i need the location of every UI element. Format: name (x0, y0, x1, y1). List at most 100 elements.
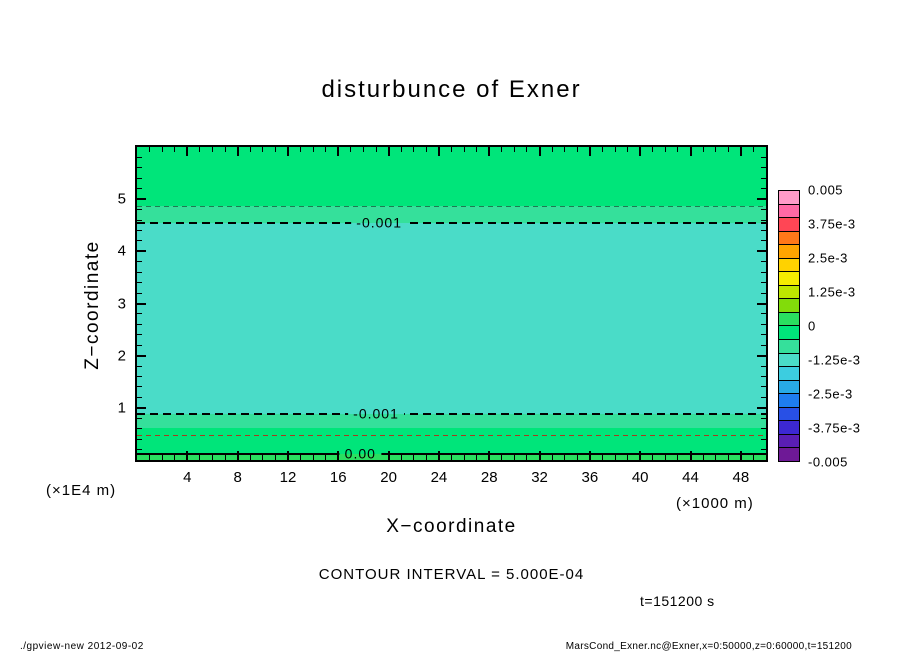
colorbar-segment (779, 298, 799, 312)
axis-tick (137, 354, 146, 357)
axis-tick (761, 219, 766, 221)
axis-tick (337, 451, 340, 460)
axis-tick (337, 147, 340, 156)
contour-line (137, 205, 766, 207)
axis-tick (463, 147, 465, 152)
axis-tick (149, 147, 151, 152)
colorbar-segment (779, 433, 799, 448)
axis-tick (211, 147, 213, 152)
footer-file-info: MarsCond_Exner.nc@Exner,x=0:50000,z=0:60… (565, 641, 852, 652)
axis-tick (677, 455, 679, 460)
axis-tick (564, 455, 566, 460)
axis-tick (274, 455, 276, 460)
axis-tick (739, 451, 742, 460)
axis-tick (564, 147, 566, 152)
axis-tick (761, 209, 766, 211)
axis-tick (286, 147, 289, 156)
axis-tick (752, 455, 754, 460)
axis-tick (761, 282, 766, 284)
axis-tick (614, 147, 616, 152)
axis-tick (137, 386, 142, 388)
axis-tick (262, 455, 264, 460)
axis-tick (652, 455, 654, 460)
colorbar-segment (779, 393, 799, 407)
axis-tick (627, 455, 629, 460)
axis-tick (614, 455, 616, 460)
x-tick-label: 4 (183, 469, 192, 486)
colorbar-segment (779, 257, 799, 272)
axis-tick (761, 292, 766, 294)
axis-tick (137, 365, 142, 367)
contour-line (137, 452, 766, 455)
axis-tick (761, 428, 766, 430)
axis-tick (137, 240, 142, 242)
axis-tick (501, 455, 503, 460)
axis-tick (137, 323, 142, 325)
axis-tick (588, 147, 591, 156)
fill-band (137, 413, 766, 428)
axis-tick (757, 198, 766, 201)
axis-tick (761, 417, 766, 419)
axis-tick (137, 334, 142, 336)
axis-tick (689, 147, 692, 156)
colorbar-segment (779, 217, 799, 231)
colorbar-segment (779, 271, 799, 285)
axis-tick (425, 147, 427, 152)
axis-tick (761, 323, 766, 325)
axis-tick (137, 188, 142, 190)
axis-tick (689, 451, 692, 460)
axis-tick (137, 313, 142, 315)
colorbar-segment (779, 352, 799, 367)
colorbar-label: -2.5e-3 (808, 386, 853, 402)
axis-tick (463, 455, 465, 460)
axis-tick (137, 282, 142, 284)
colorbar-segment (779, 284, 799, 299)
axis-tick (312, 455, 314, 460)
colorbar-label: -1.25e-3 (808, 352, 861, 368)
axis-tick (451, 147, 452, 152)
axis-tick (300, 147, 302, 152)
contour-line (137, 434, 766, 436)
colorbar-segment (779, 230, 799, 245)
axis-tick (137, 198, 146, 201)
fill-band (137, 427, 766, 454)
axis-tick (513, 455, 515, 460)
axis-tick (325, 147, 327, 152)
axis-tick (137, 396, 142, 398)
axis-tick (752, 147, 754, 152)
colorbar-label: -0.005 (808, 454, 848, 470)
axis-tick (702, 147, 704, 152)
axis-tick (761, 271, 766, 273)
axis-tick (413, 455, 415, 460)
axis-tick (513, 147, 515, 152)
axis-tick (274, 147, 276, 152)
axis-tick (761, 334, 766, 336)
colorbar-segment (779, 339, 799, 353)
axis-tick (137, 344, 142, 346)
axis-tick (137, 417, 142, 419)
x-tick-label: 44 (682, 469, 699, 486)
axis-tick (727, 455, 729, 460)
axis-tick (174, 455, 176, 460)
plot-fill-layer: -0.001 -0.001 0.00 (137, 147, 766, 460)
axis-tick (715, 455, 717, 460)
chart-title: disturbunce of Exner (321, 76, 582, 103)
fill-band (137, 147, 766, 207)
fill-band (137, 206, 766, 224)
contour-line (137, 222, 766, 225)
x-tick-label: 32 (531, 469, 548, 486)
contour-label: -0.001 (348, 406, 404, 422)
colorbar-label: 0 (808, 318, 816, 334)
axis-tick (761, 449, 766, 451)
axis-tick (576, 147, 578, 152)
colorbar-segment (779, 244, 799, 258)
axis-tick (413, 147, 415, 152)
axis-tick (761, 261, 766, 263)
x-tick-label: 48 (732, 469, 750, 486)
axis-tick (137, 156, 142, 158)
colorbar-labels: 0.005 3.75e-3 2.5e-3 1.25e-3 0 -1.25e-3 -2.5e-… (808, 183, 883, 470)
axis-tick (249, 147, 251, 152)
colorbar-segment (779, 311, 799, 326)
fill-band (137, 223, 766, 414)
axis-tick (137, 167, 142, 169)
